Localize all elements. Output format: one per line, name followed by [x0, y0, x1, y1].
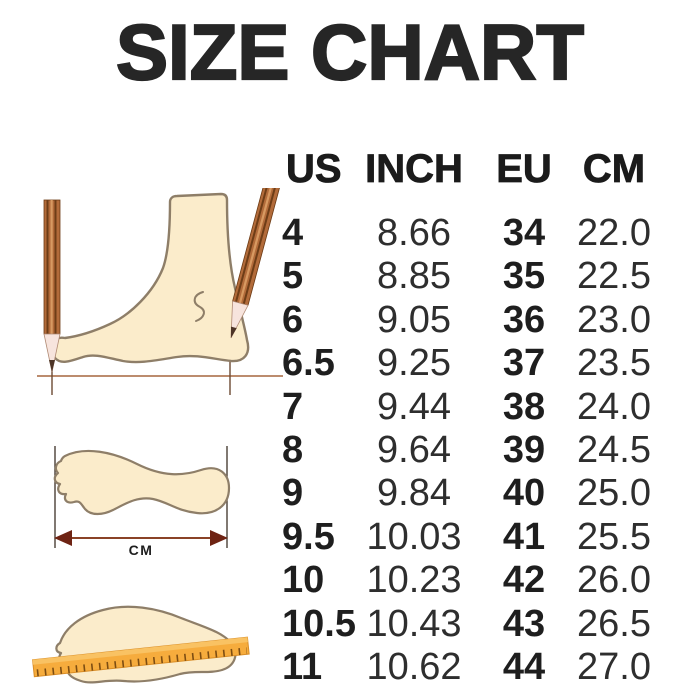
table-cell: 9.5 — [282, 515, 335, 558]
table-cell: 7 — [282, 385, 304, 428]
table-cell: 39 — [502, 428, 546, 471]
table-cell: 9.84 — [377, 472, 451, 515]
table-col-eu: EU 34 35 36 37 38 39 40 41 42 43 44 — [472, 146, 576, 689]
table-cell: 9.64 — [377, 428, 451, 471]
table-cell: 26.5 — [577, 602, 651, 645]
cm-label: CM — [129, 542, 154, 558]
column-header-us: US — [286, 147, 342, 192]
table-cell: 9 — [282, 472, 304, 515]
column-header-eu: EU — [496, 147, 552, 192]
foot-length-arrow-illustration: CM — [53, 446, 231, 558]
table-cell: 25.5 — [577, 515, 651, 558]
column-cells-eu: 34 35 36 37 38 39 40 41 42 43 44 — [472, 212, 576, 689]
table-cell: 44 — [502, 645, 546, 688]
table-cell: 8 — [282, 428, 304, 471]
table-cell: 40 — [502, 472, 546, 515]
table-cell: 10 — [282, 559, 325, 602]
table-col-us: US 4 5 6 6.5 7 8 9 9.5 10 10.5 11 — [282, 146, 374, 689]
table-cell: 22.5 — [577, 255, 651, 298]
table-cell: 10.03 — [366, 515, 462, 558]
table-cell: 5 — [282, 255, 304, 298]
table-cell: 27.0 — [577, 645, 651, 688]
table-cell: 9.44 — [377, 385, 451, 428]
foot-side-outline — [51, 192, 250, 364]
table-cell: 8.66 — [377, 212, 451, 254]
table-cell: 34 — [502, 212, 546, 254]
table-cell: 41 — [502, 515, 546, 558]
pencil-left-icon — [43, 199, 61, 373]
table-cell: 6 — [282, 298, 304, 341]
table-cell: 36 — [502, 298, 546, 341]
pencil-right-icon — [230, 188, 281, 339]
ankle-crease — [193, 291, 205, 322]
table-cell: 11 — [282, 645, 323, 688]
table-cell: 35 — [502, 255, 546, 298]
foot-ruler-illustration — [32, 605, 250, 684]
table-cell: 24.0 — [577, 385, 651, 428]
table-cell: 24.5 — [577, 428, 651, 471]
table-cell: 4 — [282, 212, 304, 254]
table-col-cm: CM 22.0 22.5 23.0 23.5 24.0 24.5 25.0 25.5 26.0 2… — [556, 146, 672, 689]
table-cell: 10.5 — [282, 602, 356, 645]
table-cell: 37 — [502, 342, 546, 385]
table-cell: 38 — [502, 385, 546, 428]
table-col-inch: INCH 8.66 8.85 9.05 9.25 9.44 9.64 9.84 10.03 10… — [352, 146, 476, 689]
table-cell: 10.43 — [366, 602, 462, 645]
table-cell: 23.5 — [577, 342, 651, 385]
table-cell: 22.0 — [577, 212, 651, 254]
table-cell: 42 — [502, 559, 546, 602]
table-cell: 6.5 — [282, 342, 335, 385]
table-cell: 9.05 — [377, 298, 451, 341]
column-cells-inch: 8.66 8.85 9.05 9.25 9.44 9.64 9.84 10.03 10.23 10… — [352, 212, 476, 689]
table-cell: 10.62 — [366, 645, 462, 688]
column-cells-cm: 22.0 22.5 23.0 23.5 24.0 24.5 25.0 25.5 26.0 26.5… — [556, 212, 672, 689]
column-header-inch: INCH — [365, 147, 464, 192]
foot-sole-outline — [53, 449, 231, 516]
cm-length-arrow — [54, 530, 228, 546]
column-header-cm: CM — [582, 147, 646, 192]
table-cell: 43 — [502, 602, 546, 645]
table-cell: 23.0 — [577, 298, 651, 341]
table-cell: 8.85 — [377, 255, 451, 298]
table-cell: 9.25 — [377, 342, 451, 385]
foot-side-measure-illustration — [37, 188, 283, 395]
ruler-icon — [32, 636, 250, 678]
table-cell: 26.0 — [577, 559, 651, 602]
column-cells-us: 4 5 6 6.5 7 8 9 9.5 10 10.5 11 — [282, 212, 374, 689]
table-cell: 10.23 — [366, 559, 462, 602]
page-title: SIZE CHART — [115, 7, 585, 97]
table-cell: 25.0 — [577, 472, 651, 515]
